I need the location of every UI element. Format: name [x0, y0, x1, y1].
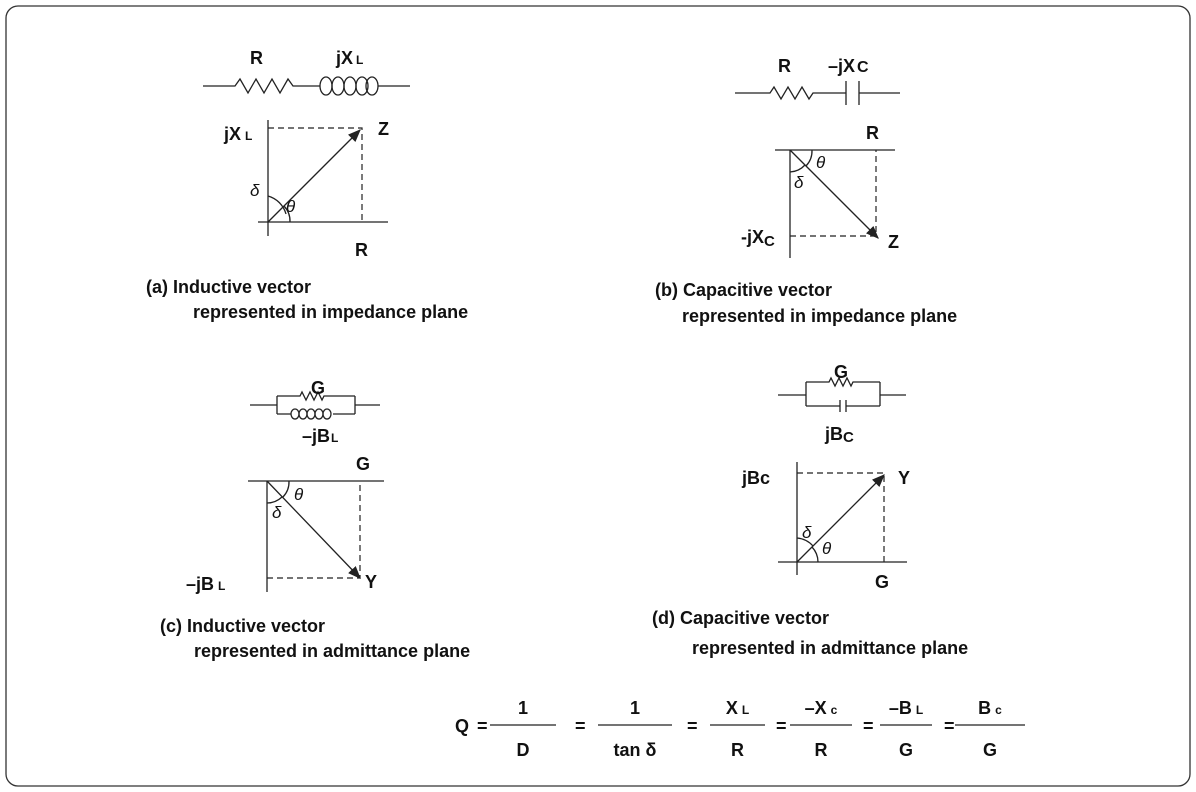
frame	[5, 5, 1191, 787]
numerator-text: 1	[518, 698, 528, 718]
circuit	[250, 390, 380, 415]
panel-c: G –jBL G –jB L Y δ θ (c) Inductive vector…	[160, 378, 470, 661]
equals: =	[575, 716, 586, 736]
label: Z	[888, 232, 899, 252]
theta: θ	[822, 539, 832, 558]
numerator-text: X	[726, 698, 738, 718]
equals: =	[944, 716, 955, 736]
label: jBC	[824, 424, 854, 446]
label: Y	[365, 572, 377, 592]
label: jBc	[741, 468, 770, 488]
angle-arc	[805, 149, 813, 167]
numerator-text: B	[978, 698, 991, 718]
numerator-text: –B	[889, 698, 912, 718]
vector	[796, 474, 885, 563]
label: jX L	[335, 48, 363, 68]
angle-arc	[266, 496, 283, 504]
numerator-sub: L	[916, 703, 923, 717]
delta: δ	[802, 523, 812, 542]
label: R	[866, 123, 879, 143]
caption: represented in admittance plane	[194, 641, 470, 661]
angle-arc	[789, 164, 806, 173]
angle-arc	[282, 480, 290, 498]
label: G	[311, 378, 325, 398]
label: -jXC	[741, 227, 775, 250]
numerator: 1	[518, 698, 528, 718]
label: G	[834, 362, 848, 382]
caption: (a) Inductive vector	[146, 277, 311, 297]
panel-d: G jBC jBc Y G δ θ (d) Capacitive vector …	[652, 362, 968, 658]
theta: θ	[286, 197, 296, 216]
delta: δ	[794, 173, 804, 192]
caption: represented in impedance plane	[193, 302, 468, 322]
theta: θ	[294, 485, 304, 504]
inductor	[319, 76, 379, 96]
angle-arc	[283, 205, 291, 223]
panel-a: R jX L jX L Z R δ θ (a) Inductive vector r…	[146, 48, 468, 322]
equals: =	[863, 716, 874, 736]
numerator: –X c	[805, 698, 838, 718]
label: R	[250, 48, 263, 68]
vector	[266, 480, 361, 579]
theta: θ	[816, 153, 826, 172]
equals: =	[477, 716, 488, 736]
label: –jX C	[828, 56, 869, 76]
numerator-text: 1	[630, 698, 640, 718]
label: G	[875, 572, 889, 592]
numerator: –B L	[889, 698, 923, 718]
numerator-text: –X	[805, 698, 827, 718]
denominator: D	[517, 740, 530, 760]
equals: =	[776, 716, 787, 736]
formula-lhs: Q	[455, 716, 469, 736]
delta: δ	[250, 181, 260, 200]
denominator: tan δ	[614, 740, 657, 760]
angle-arc	[796, 537, 814, 547]
numerator-sub: c	[831, 703, 838, 717]
numerator-sub: L	[742, 703, 749, 717]
numerator: 1	[630, 698, 640, 718]
circuit	[203, 77, 410, 95]
label: G	[356, 454, 370, 474]
angle-arc	[267, 195, 287, 215]
denominator: G	[899, 740, 913, 760]
denominator: R	[815, 740, 828, 760]
projection	[268, 127, 363, 222]
angle-arc	[811, 546, 819, 563]
caption: (c) Inductive vector	[160, 616, 325, 636]
label: –jBL	[302, 426, 338, 446]
caption: represented in impedance plane	[682, 306, 957, 326]
circuit	[735, 81, 900, 105]
label: Y	[898, 468, 910, 488]
vector	[789, 149, 879, 239]
inductor	[290, 408, 332, 420]
caption: represented in admittance plane	[692, 638, 968, 658]
label: jX L	[223, 124, 252, 144]
denominator: G	[983, 740, 997, 760]
denominator: R	[731, 740, 744, 760]
vector	[267, 129, 361, 223]
panel-b: R –jX C R -jXC Z δ θ (b) Capacitive vecto…	[655, 56, 957, 326]
label: R	[778, 56, 791, 76]
delta: δ	[272, 503, 282, 522]
caption: (b) Capacitive vector	[655, 280, 832, 300]
equals: =	[687, 716, 698, 736]
circuit	[778, 376, 906, 412]
numerator-sub: c	[995, 703, 1002, 717]
caption: (d) Capacitive vector	[652, 608, 829, 628]
label: Z	[378, 119, 389, 139]
label: R	[355, 240, 368, 260]
